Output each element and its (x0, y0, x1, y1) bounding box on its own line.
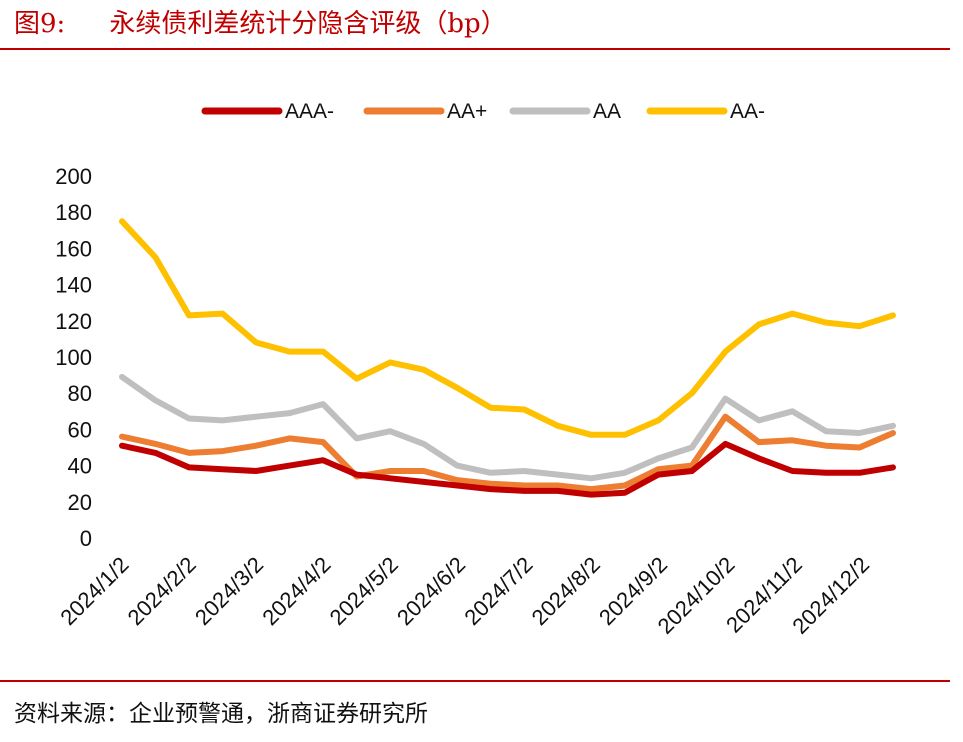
legend-label: AA+ (447, 100, 487, 123)
x-tick-label: 2024/7/2 (459, 552, 537, 630)
legend: AAA- AA+ AA AA- (201, 100, 765, 123)
x-tick-label: 2024/5/2 (325, 552, 403, 630)
y-tick-label: 160 (55, 236, 92, 261)
bottom-rule (0, 680, 950, 682)
y-tick-label: 60 (68, 417, 92, 442)
top-rule (0, 48, 950, 50)
x-tick-label: 2024/2/2 (123, 552, 201, 630)
y-tick-label: 180 (55, 200, 92, 225)
y-axis: 0 20 40 60 80 100 120 140 160 180 200 (55, 164, 92, 551)
legend-label: AA (593, 100, 621, 123)
series-line-aaminus (119, 218, 896, 438)
series-line-aa (119, 373, 896, 482)
x-axis: 2024/1/22024/2/22024/3/22024/4/22024/5/2… (55, 552, 874, 639)
y-tick-label: 40 (68, 454, 92, 479)
x-tick-label: 2024/4/2 (257, 552, 335, 630)
x-tick-label: 2024/3/2 (190, 552, 268, 630)
figure-title: 图9: 永续债利差统计分隐含评级（bp） (14, 4, 507, 44)
series-line-aaaminus (119, 440, 896, 498)
figure-number: 图9: (14, 9, 66, 39)
y-tick-label: 20 (68, 490, 92, 515)
series-line-aaplus (119, 413, 896, 493)
x-tick-label: 2024/1/2 (55, 552, 133, 630)
y-tick-label: 200 (55, 164, 92, 189)
legend-label: AA- (730, 100, 765, 123)
plot-area (119, 218, 896, 498)
y-tick-label: 80 (68, 381, 92, 406)
y-tick-label: 0 (80, 526, 92, 551)
y-tick-label: 120 (55, 309, 92, 334)
y-tick-label: 100 (55, 345, 92, 370)
y-tick-label: 140 (55, 273, 92, 298)
legend-label: AAA- (285, 100, 334, 123)
source-note: 资料来源：企业预警通，浙商证券研究所 (14, 701, 428, 727)
figure-title-text: 永续债利差统计分隐含评级（bp） (109, 9, 507, 39)
x-tick-label: 2024/6/2 (392, 552, 470, 630)
x-tick-label: 2024/8/2 (527, 552, 605, 630)
